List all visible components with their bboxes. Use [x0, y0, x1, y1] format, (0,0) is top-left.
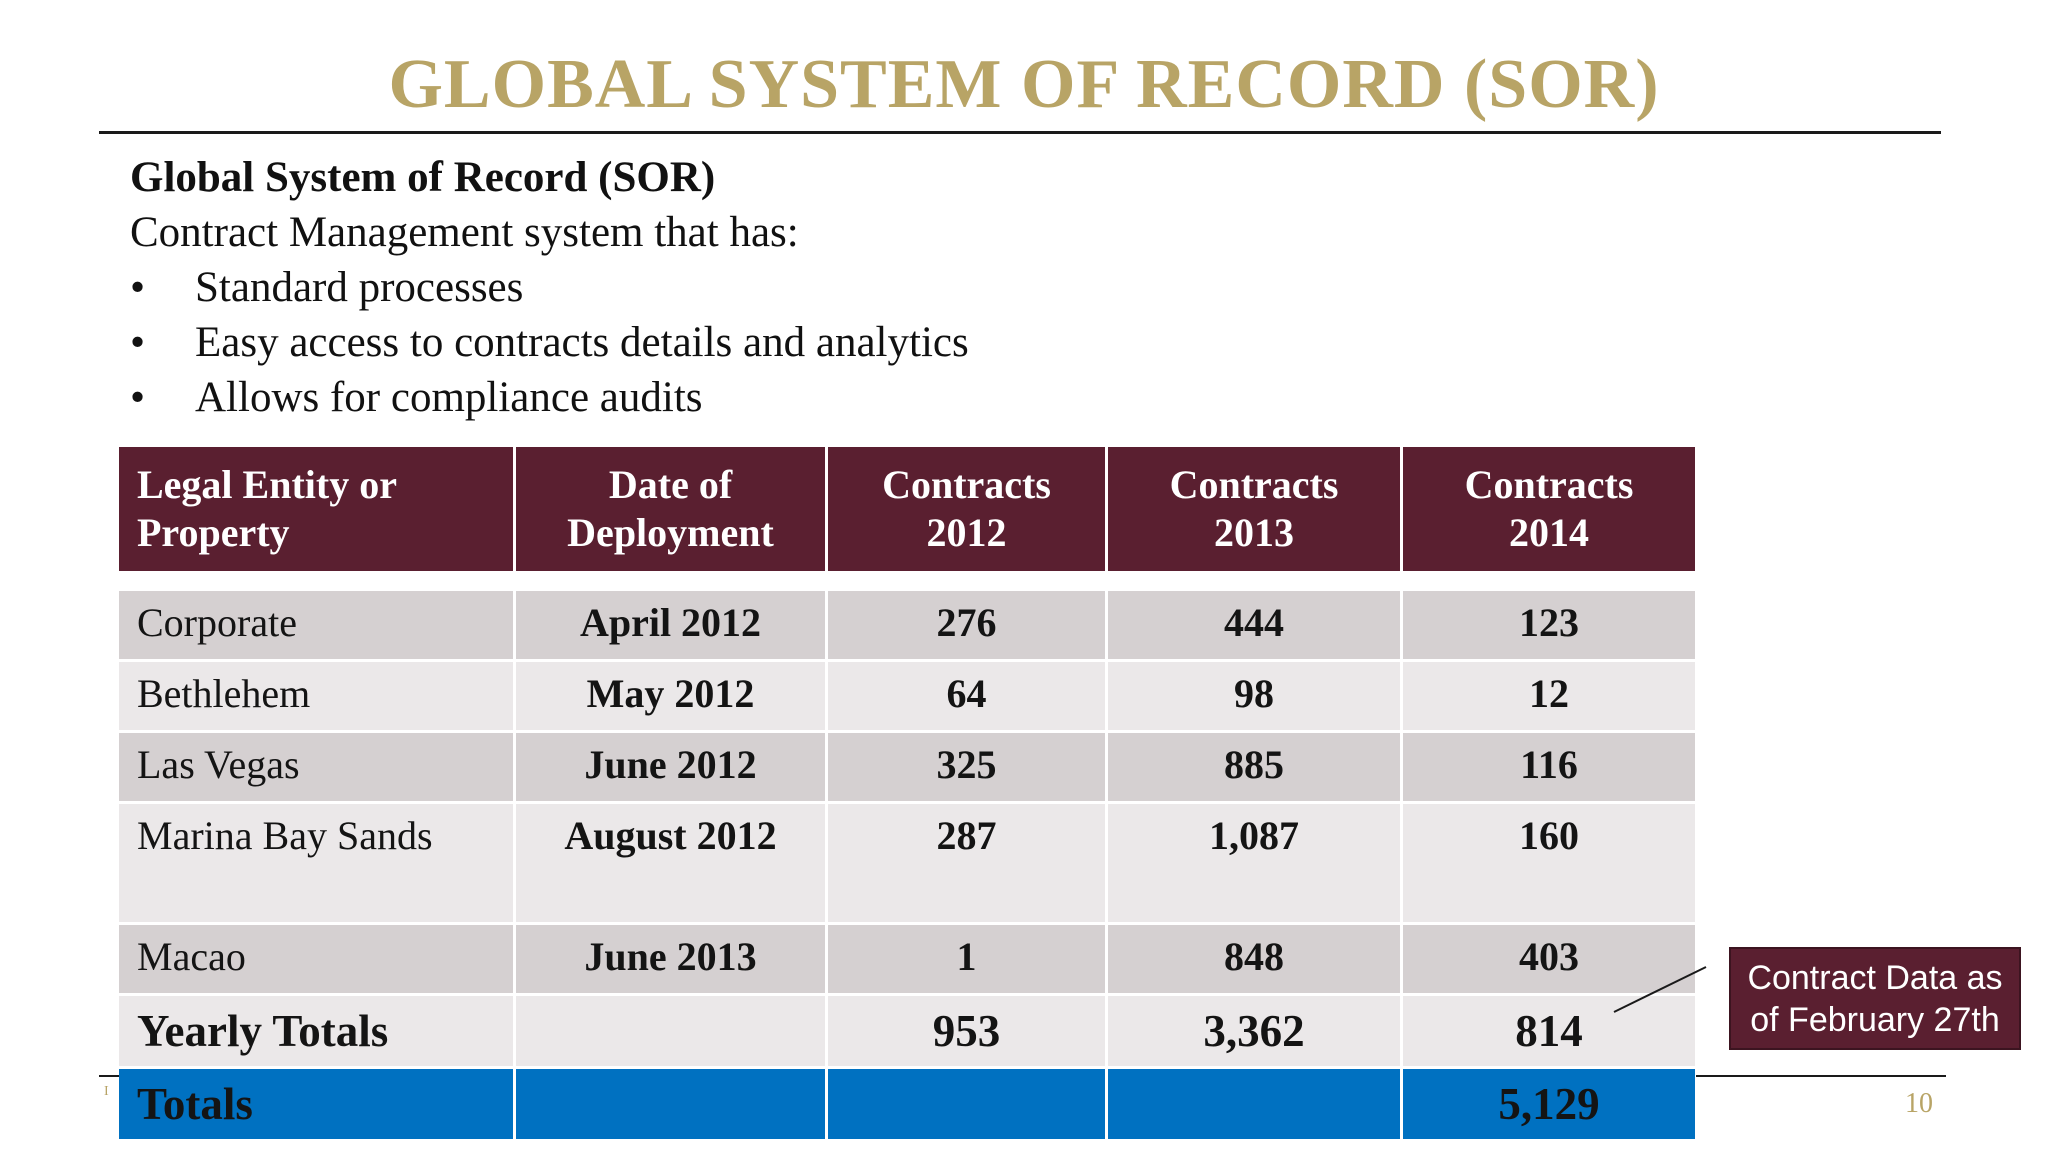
date-cell: June 2012 [513, 730, 828, 804]
contracts-2013-cell: 98 [1105, 659, 1403, 733]
contracts-2014-cell: 403 [1400, 922, 1698, 996]
contracts-2014-cell: 116 [1400, 730, 1698, 804]
header-spacer [116, 571, 1698, 591]
yearly-totals-row: Yearly Totals 953 3,362 814 [116, 993, 1698, 1069]
contracts-2013-cell: 848 [1105, 922, 1403, 996]
entity-cell: Las Vegas [116, 730, 516, 804]
footer-divider-left [99, 1075, 119, 1077]
header-deployment-date: Date of Deployment [513, 444, 828, 574]
contracts-2014-cell: 123 [1400, 588, 1698, 662]
yearly-total-2012: 953 [825, 993, 1108, 1069]
totals-date [513, 1066, 828, 1142]
entity-cell: Bethlehem [116, 659, 516, 733]
header-contracts-2014: Contracts 2014 [1400, 444, 1698, 574]
callout-line-2: of February 27th [1750, 1001, 2000, 1039]
data-date-callout: Contract Data as of February 27th [1729, 947, 2021, 1050]
intro-heading: Global System of Record (SOR) [130, 154, 716, 201]
table-row: Marina Bay Sands August 2012 287 1,087 1… [116, 801, 1698, 925]
table-row: Corporate April 2012 276 444 123 [116, 588, 1698, 662]
list-item: • Allows for compliance audits [130, 370, 969, 425]
contracts-2012-cell: 276 [825, 588, 1108, 662]
grand-total-value: 5,129 [1400, 1066, 1698, 1142]
yearly-total-2014: 814 [1400, 993, 1698, 1069]
list-item: • Easy access to contracts details and an… [130, 315, 969, 370]
date-cell: May 2012 [513, 659, 828, 733]
contracts-2013-cell: 885 [1105, 730, 1403, 804]
yearly-totals-date [513, 993, 828, 1069]
totals-label: Totals [116, 1066, 516, 1142]
contracts-table: Legal Entity or Property Date of Deploymen… [116, 444, 1698, 1142]
contracts-2012-cell: 287 [825, 801, 1108, 925]
contracts-2012-cell: 325 [825, 730, 1108, 804]
intro-subheading: Contract Management system that has: [130, 209, 799, 256]
slide-title: GLOBAL SYSTEM OF RECORD (SOR) [388, 46, 1660, 123]
page-number: 10 [1905, 1088, 1933, 1119]
feature-list: • Standard processes • Easy access to cont… [130, 260, 969, 425]
bullet-icon: • [130, 264, 146, 311]
title-divider [99, 131, 1941, 134]
table-row: Las Vegas June 2012 325 885 116 [116, 730, 1698, 804]
contracts-2012-cell: 1 [825, 922, 1108, 996]
date-cell: April 2012 [513, 588, 828, 662]
bullet-icon: • [130, 319, 146, 366]
totals-2012 [825, 1066, 1108, 1142]
entity-cell: Macao [116, 922, 516, 996]
header-contracts-2012: Contracts 2012 [825, 444, 1108, 574]
date-cell: June 2013 [513, 922, 828, 996]
date-cell: August 2012 [513, 801, 828, 925]
bullet-icon: • [130, 374, 146, 421]
callout-line-1: Contract Data as [1747, 959, 2003, 997]
contracts-2014-cell: 12 [1400, 659, 1698, 733]
contracts-2013-cell: 444 [1105, 588, 1403, 662]
footer-mark: I [104, 1084, 109, 1099]
contracts-2014-cell: 160 [1400, 801, 1698, 925]
entity-cell: Corporate [116, 588, 516, 662]
yearly-total-2013: 3,362 [1105, 993, 1403, 1069]
list-item-text: Easy access to contracts details and ana… [195, 319, 969, 366]
footer-divider-right [1696, 1075, 1946, 1077]
yearly-totals-label: Yearly Totals [116, 993, 516, 1069]
table-row: Bethlehem May 2012 64 98 12 [116, 659, 1698, 733]
table-header-row: Legal Entity or Property Date of Deploymen… [116, 444, 1698, 574]
totals-2013 [1105, 1066, 1403, 1142]
contracts-2013-cell: 1,087 [1105, 801, 1403, 925]
entity-cell: Marina Bay Sands [116, 801, 516, 925]
grand-totals-row: Totals 5,129 [116, 1066, 1698, 1142]
intro-block: Global System of Record (SOR) Contract M… [130, 150, 969, 425]
header-contracts-2013: Contracts 2013 [1105, 444, 1403, 574]
table-row: Macao June 2013 1 848 403 [116, 922, 1698, 996]
list-item: • Standard processes [130, 260, 969, 315]
header-entity: Legal Entity or Property [116, 444, 516, 574]
list-item-text: Allows for compliance audits [195, 374, 703, 421]
contracts-2012-cell: 64 [825, 659, 1108, 733]
list-item-text: Standard processes [195, 264, 524, 311]
